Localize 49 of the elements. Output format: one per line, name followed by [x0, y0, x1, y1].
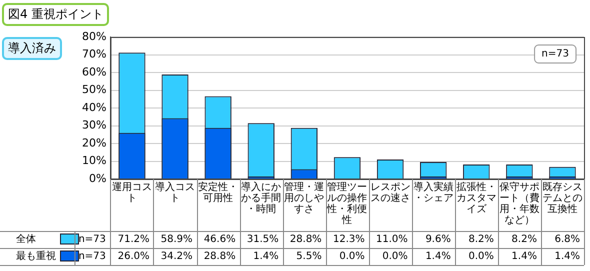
x-tick-label: 導入コスト [155, 181, 196, 204]
x-tick-label: 保守サポート（費用・年数など） [499, 181, 540, 226]
y-tick-label: 60% [82, 65, 106, 78]
data-label: 9.6% [425, 234, 451, 246]
y-tick-label: 0% [88, 172, 106, 185]
data-label: 0.0% [382, 251, 408, 262]
legend-label: 最も重視 [16, 250, 56, 262]
data-label: 12.3% [332, 234, 365, 246]
y-tick-label: 80% [82, 30, 106, 43]
x-tick-label: 管理・運用のしやすさ [284, 181, 324, 216]
y-tick-label: 40% [82, 100, 106, 114]
data-label: 0.0% [468, 251, 494, 262]
data-label: 8.2% [512, 234, 537, 246]
y-tick-label: 20% [82, 136, 106, 150]
text: n=73 [78, 234, 106, 246]
x-tick-label: 拡張性・カスタマイズ [456, 181, 496, 216]
x-tick-label: 導入実績・シェア [413, 181, 454, 204]
data-label: 1.4% [512, 251, 537, 262]
x-tick-label: 導入にかかる手間・時間 [241, 181, 282, 216]
data-label: 0.0% [339, 251, 365, 262]
data-label: 5.5% [296, 251, 322, 262]
data-label: 6.8% [554, 234, 580, 246]
y-tick-label: 30% [82, 118, 106, 132]
x-tick-label: 既存システムとの互換性 [542, 181, 582, 216]
legend-label: 全体 [16, 233, 36, 246]
annotation: n=73 [542, 48, 570, 60]
data-label: 11.0% [376, 234, 408, 246]
data-label: 1.4% [425, 251, 451, 262]
y-tick-label: 50% [82, 83, 106, 96]
x-tick-label: 安定性・可用性 [198, 181, 238, 204]
data-label: 1.4% [554, 251, 580, 262]
x-tick-label: 運用コスト [112, 181, 152, 204]
text: n=73 [78, 251, 106, 262]
x-tick-label: レスポンスの速さ [370, 182, 410, 204]
chart-title: 図4 重視ポイント [2, 3, 110, 26]
data-label: 26.0% [118, 251, 150, 262]
chart-subtitle: 導入済み [2, 37, 62, 60]
data-label: 8.2% [468, 234, 494, 246]
data-label: 34.2% [160, 251, 193, 262]
y-tick-label: 70% [82, 48, 106, 61]
data-label: 31.5% [246, 234, 279, 246]
data-label: 28.8% [204, 251, 236, 262]
data-label: 46.6% [204, 234, 236, 246]
y-tick-label: 10% [82, 154, 106, 168]
data-label: 58.9% [160, 234, 193, 246]
data-label: 1.4% [253, 251, 279, 262]
data-label: 71.2% [118, 234, 150, 246]
x-tick-label: 管理ツールの操作性・利便性 [326, 182, 368, 226]
data-label: 28.8% [290, 234, 322, 246]
